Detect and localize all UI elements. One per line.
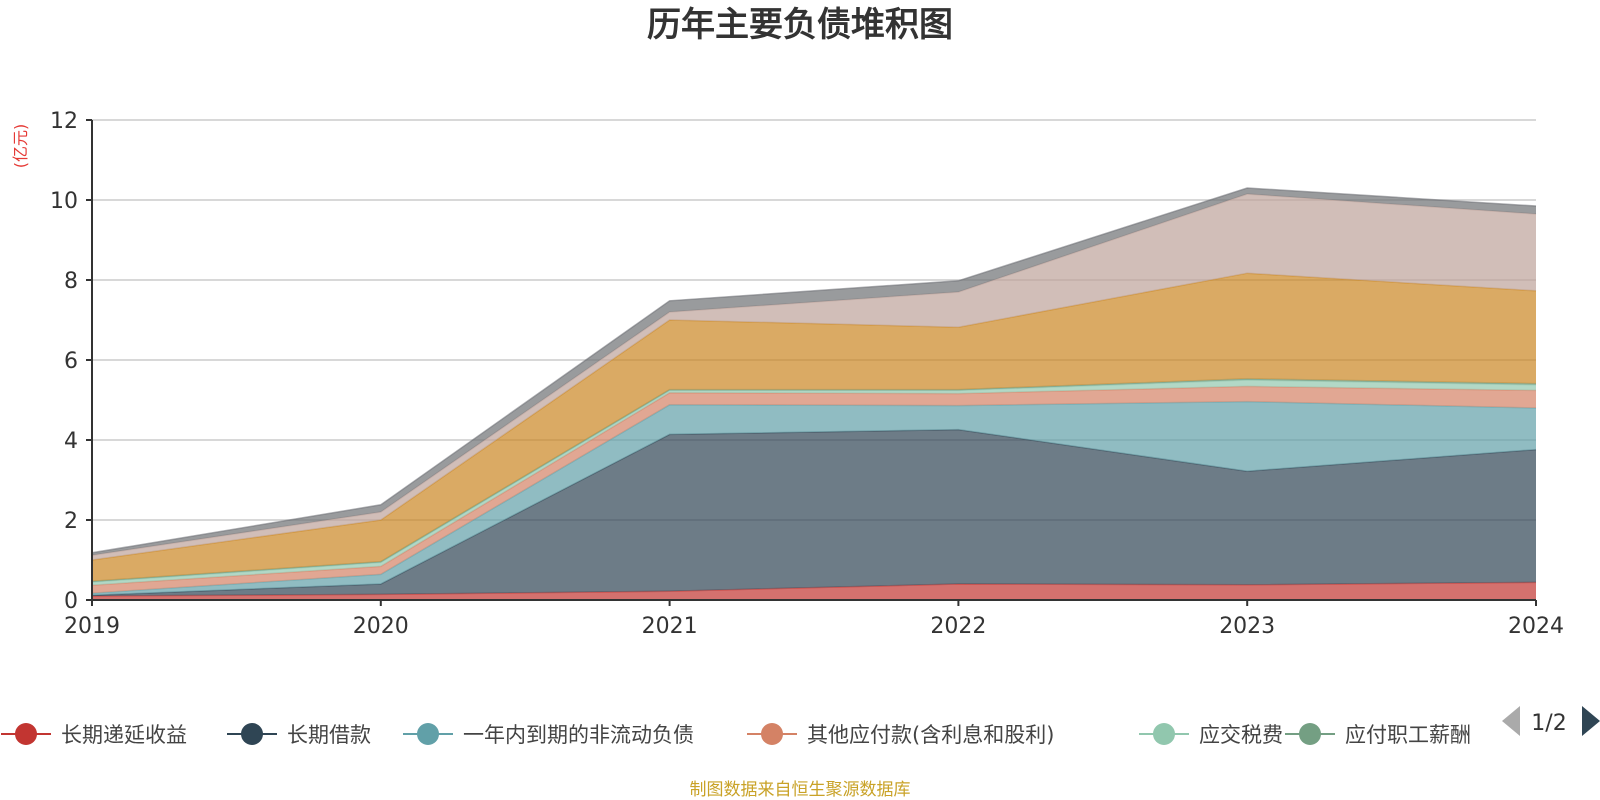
y-axis-label: (亿元) [11, 124, 30, 169]
legend-label: 长期递延收益 [61, 723, 187, 747]
x-tick-label: 2019 [64, 614, 120, 639]
source-note: 制图数据来自恒生聚源数据库 [690, 780, 911, 800]
x-tick-label: 2020 [353, 614, 409, 639]
y-tick-label: 6 [64, 349, 78, 374]
legend-marker-icon [1299, 723, 1321, 745]
legend-pager: 1/2 [1502, 706, 1600, 736]
x-tick-labels: 2019 2020 2021 2022 2023 2024 [64, 600, 1564, 639]
legend-item-0[interactable]: 长期递延收益 [1, 723, 187, 747]
legend-marker-icon [417, 723, 439, 745]
y-tick-labels: 0 2 4 6 8 10 12 [50, 109, 78, 614]
legend-label: 应付职工薪酬 [1345, 723, 1471, 747]
y-tick-label: 12 [50, 109, 78, 134]
area-series-2 [92, 401, 1536, 596]
y-tick-label: 0 [64, 589, 78, 614]
x-tick-label: 2021 [642, 614, 698, 639]
series-areas [91, 187, 1537, 600]
legend-item-1[interactable]: 长期借款 [227, 723, 371, 747]
legend-label: 其他应付款(含利息和股利) [807, 723, 1054, 747]
chart-title: 历年主要负债堆积图 [647, 5, 953, 45]
y-tick-label: 2 [64, 509, 78, 534]
legend-marker-icon [761, 723, 783, 745]
x-tick-label: 2023 [1219, 614, 1275, 639]
legend-label: 长期借款 [287, 723, 371, 747]
legend-marker-icon [15, 723, 37, 745]
y-tick-label: 8 [64, 269, 78, 294]
x-tick-label: 2022 [930, 614, 986, 639]
legend-page-indicator: 1/2 [1531, 711, 1566, 736]
area-series-6 [92, 273, 1536, 582]
area-line-series-8 [91, 187, 1537, 554]
legend-item-5[interactable]: 应付职工薪酬 [1285, 723, 1471, 747]
legend-next-arrow-icon[interactable] [1582, 706, 1600, 736]
axes [86, 119, 1536, 601]
area-series-0 [92, 582, 1536, 600]
legend-marker-icon [1153, 723, 1175, 745]
legend: 长期递延收益 长期借款 一年内到期的非流动负债 其他应付款(含利息和股利) 应交税费 应付… [1, 723, 1471, 747]
y-tick-label: 10 [50, 189, 78, 214]
legend-item-3[interactable]: 其他应付款(含利息和股利) [747, 723, 1054, 747]
legend-label: 一年内到期的非流动负债 [463, 723, 694, 747]
legend-item-4[interactable]: 应交税费 [1139, 723, 1283, 747]
area-series-7 [92, 194, 1536, 560]
legend-marker-icon [241, 723, 263, 745]
area-series-1 [92, 429, 1536, 596]
legend-label: 应交税费 [1199, 723, 1283, 747]
legend-prev-arrow-icon[interactable] [1502, 706, 1520, 736]
x-tick-label: 2024 [1508, 614, 1564, 639]
legend-item-2[interactable]: 一年内到期的非流动负债 [403, 723, 694, 747]
y-tick-label: 4 [64, 429, 78, 454]
